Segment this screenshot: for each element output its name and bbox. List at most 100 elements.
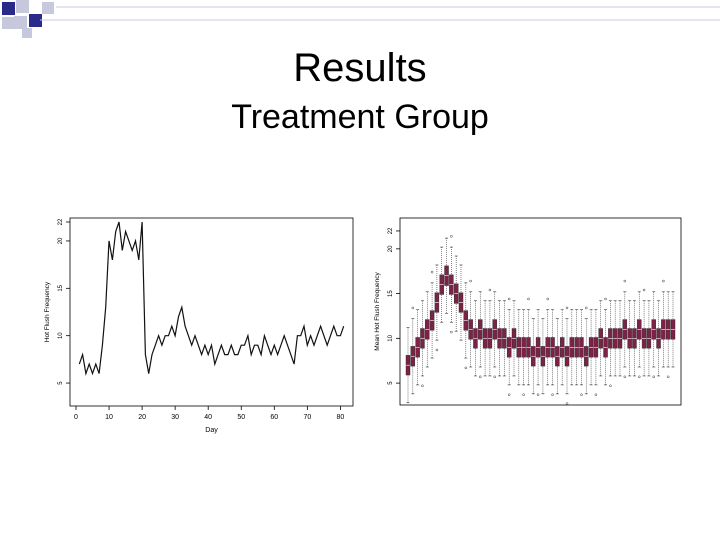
y-tick-label: 22 [388,227,394,234]
box-outlier [642,288,646,292]
box [434,264,440,352]
box-outlier [479,375,482,379]
box [632,300,637,377]
box [516,309,522,386]
y-tick-label: 20 [388,245,394,252]
box-outlier [450,235,453,238]
box [487,288,493,377]
box-outlier [507,297,511,301]
box-outlier [585,306,588,310]
decor-square [2,2,15,15]
box-outlier [435,348,439,352]
box [670,291,676,368]
decor-square [22,28,32,38]
box [497,300,502,377]
box [569,309,575,386]
box [622,279,628,379]
box-outlier [464,366,468,370]
box [463,282,469,370]
box [661,279,666,368]
box [579,309,584,396]
box [405,327,411,404]
box [593,309,599,396]
box [492,291,497,379]
box [511,300,517,377]
box [526,297,531,386]
box-outlier [527,297,530,301]
box [478,291,483,379]
plot-frame [399,217,682,406]
box [521,309,526,396]
slide-decoration [2,0,720,38]
box-outlier [666,375,670,379]
box [444,237,449,314]
y-axis-label: Mean Hot Flush Frequency [374,272,381,351]
plot-frame [69,217,354,407]
box [608,300,613,388]
box [637,291,642,379]
box [502,300,507,377]
x-tick-label: 0 [74,414,78,421]
box-outlier [623,279,627,283]
box-outlier [609,384,612,388]
y-tick-label: 15 [388,290,394,297]
box-outlier [430,270,434,274]
decor-square [16,0,29,13]
box-outlier [565,306,569,310]
box [559,309,565,386]
x-tick-label: 20 [138,414,146,421]
x-axis-label: Day [205,427,218,434]
box-outlier [662,279,665,283]
box [540,318,546,395]
box [598,300,603,377]
box-outlier [421,384,424,388]
y-tick-label: 20 [58,237,64,244]
box [665,291,671,379]
box-outlier [493,375,496,379]
box [603,297,608,386]
box [617,300,623,377]
y-tick-label: 22 [58,218,64,225]
box [564,306,570,405]
box [425,291,430,368]
y-tick-label: 10 [388,334,394,341]
y-axis-label: Hot Flush Frequency [44,281,51,342]
box-outlier [580,393,583,396]
box-outlier [469,279,472,283]
box [410,306,416,395]
box-outlier [411,306,415,310]
box-outlier [536,393,540,396]
box [555,318,560,395]
y-tick-label: 5 [58,381,64,385]
decor-square [29,14,42,27]
box-outlier [551,393,554,396]
box [531,318,536,395]
box [656,300,661,377]
box [550,309,555,396]
x-tick-label: 50 [237,414,245,421]
box-outlier [546,297,549,301]
decor-square [42,2,54,14]
box-outlier [507,393,511,396]
slide-subtitle: Treatment Group [231,98,489,136]
box [415,309,420,386]
box [429,270,435,359]
box-outlier [565,402,569,405]
box [612,300,618,377]
x-tick-label: 60 [270,414,278,421]
box [574,309,579,386]
box [458,264,464,341]
box-outlier [488,288,492,292]
y-tick-label: 10 [58,332,64,339]
box-outlier [604,297,607,301]
box [439,246,444,323]
box [627,300,632,377]
box [506,297,512,396]
box [473,300,478,377]
box [453,255,459,332]
box-plot-chart: 5 10 15 20 22 Mean Hot Flush Frequency [374,217,682,406]
box [588,309,594,386]
box-outlier [623,375,627,379]
box-outlier [450,330,453,334]
box [646,300,652,377]
